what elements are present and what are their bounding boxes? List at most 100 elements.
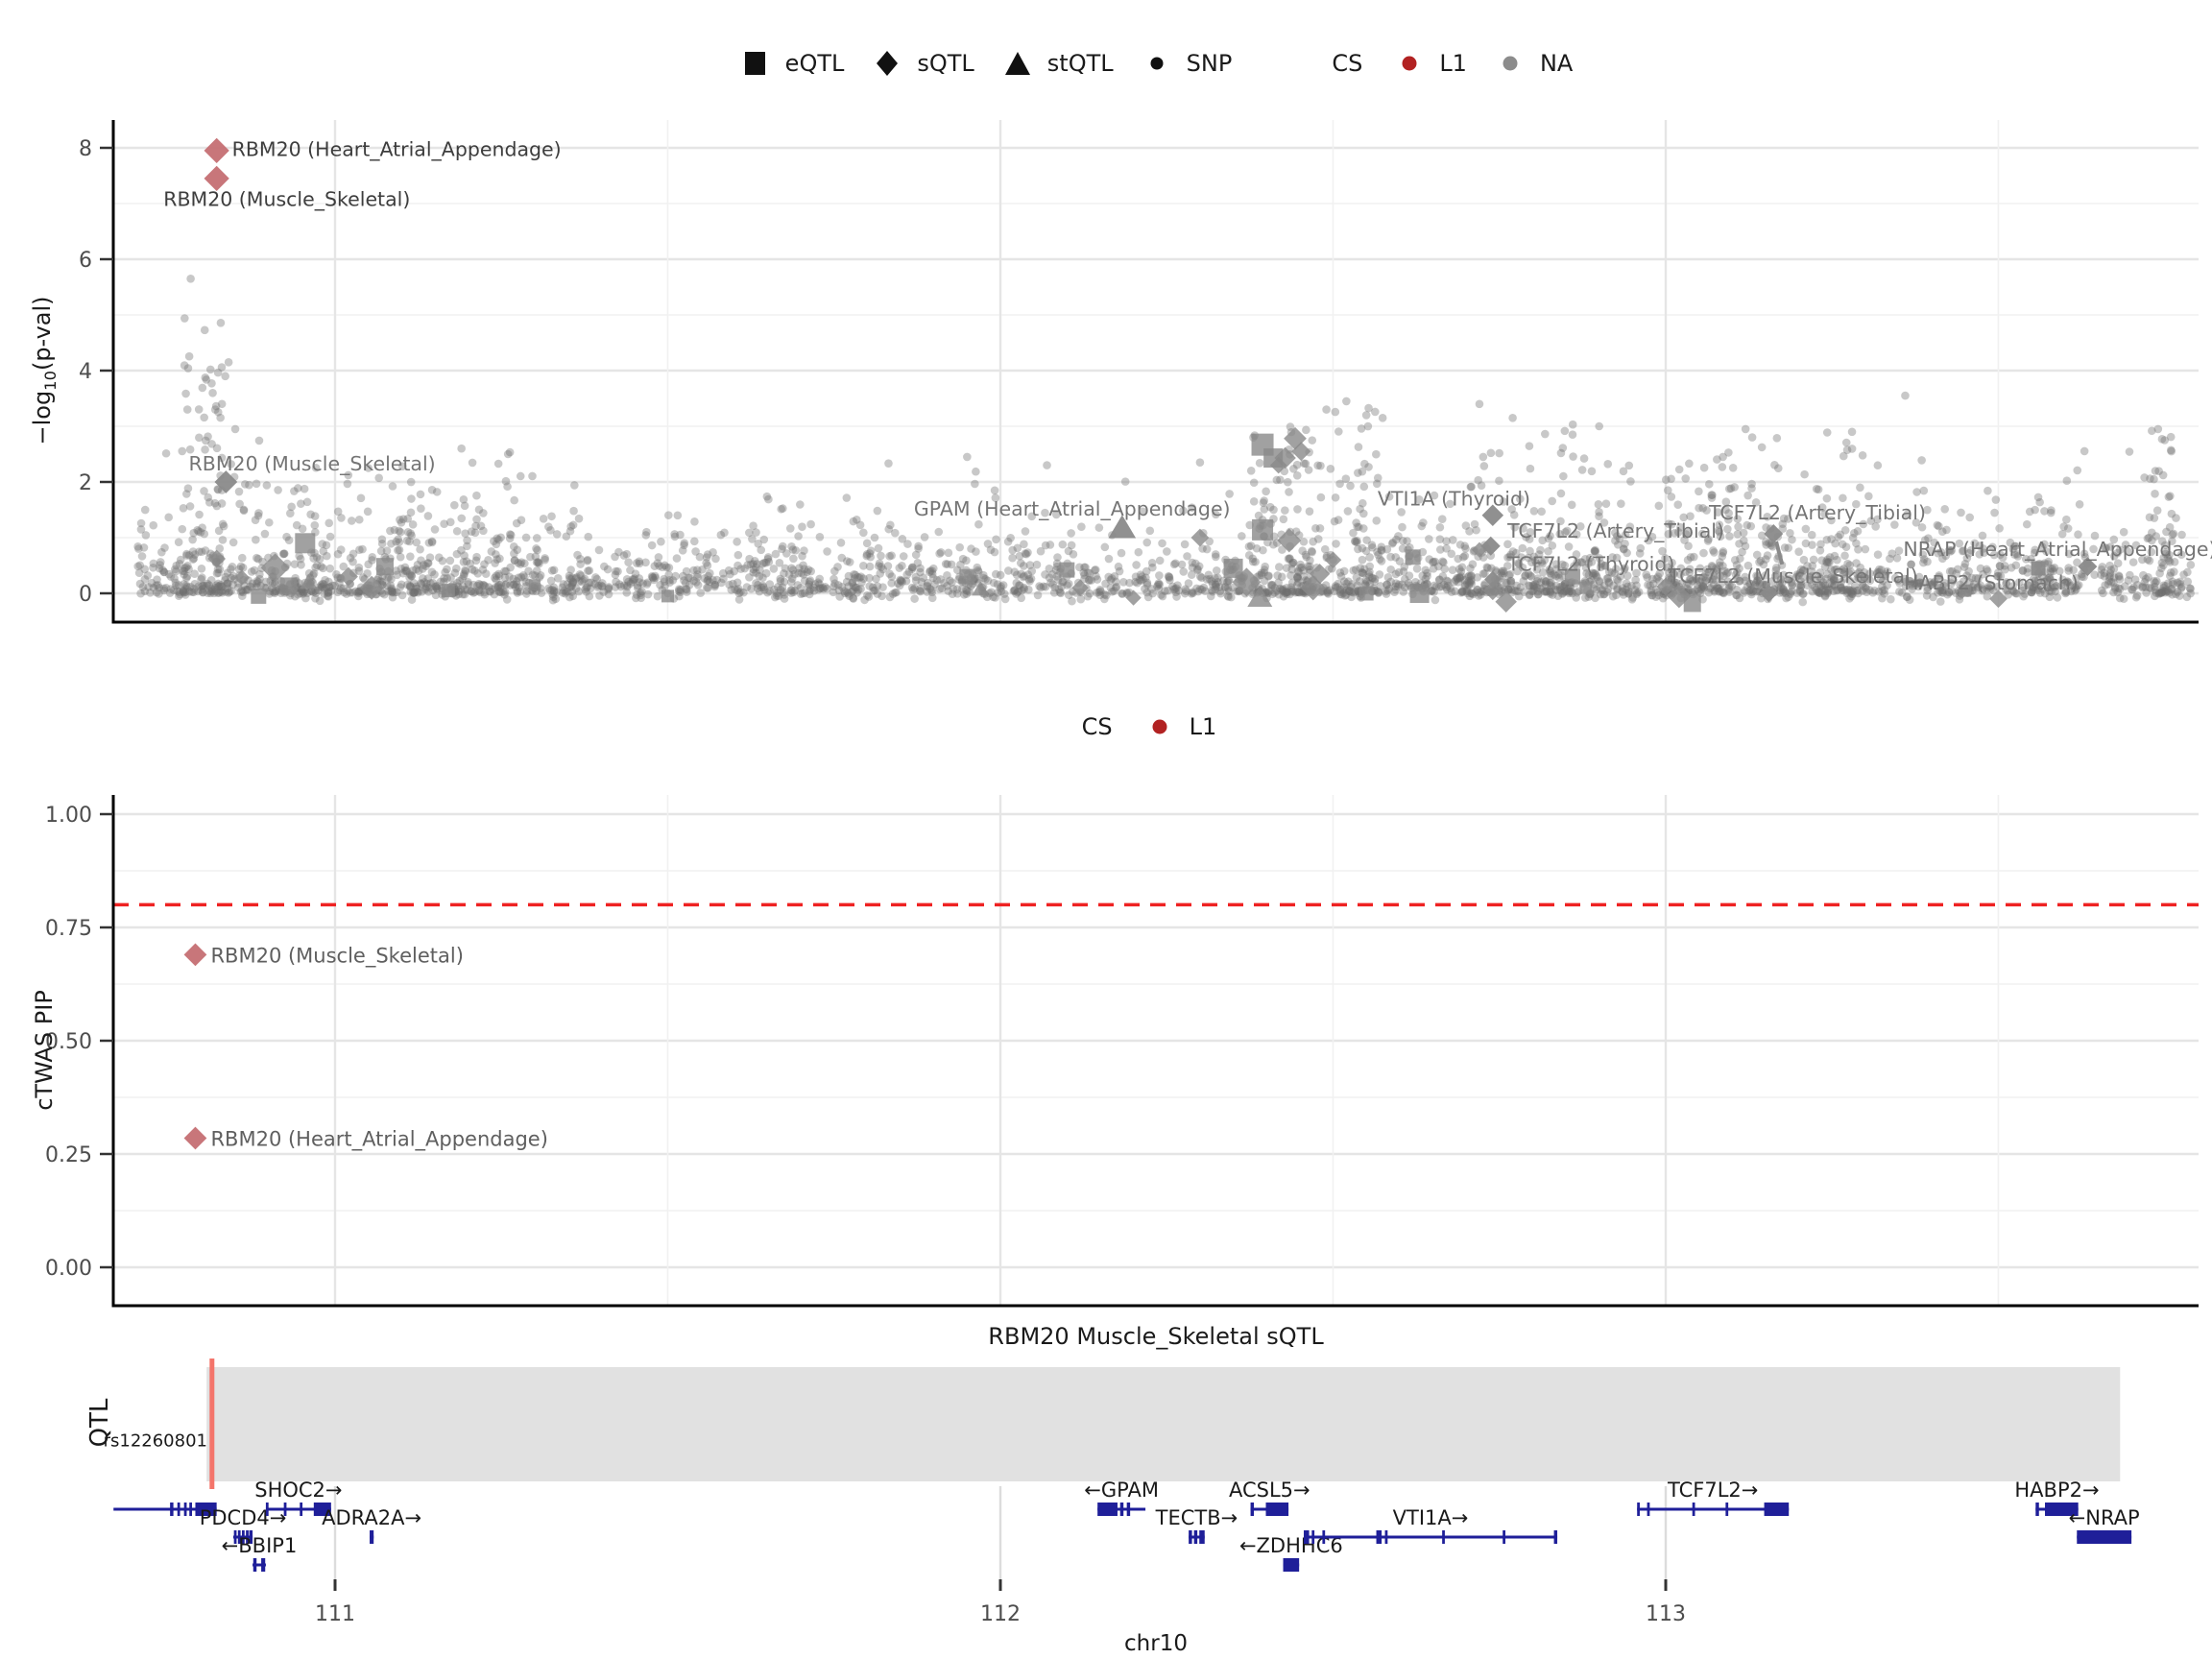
gene-model: TECTB→ (1155, 1506, 1238, 1544)
square-icon (739, 47, 772, 80)
track-xtick-label: 113 (1646, 1602, 1686, 1626)
dot-icon (1152, 719, 1167, 734)
pip-cs-legend: CS L1 (113, 703, 2199, 751)
x-axis-title: chr10 (1124, 1631, 1188, 1656)
legend-item-cs-l1: L1 (1393, 47, 1467, 80)
track-xtick-label: 112 (980, 1602, 1021, 1626)
legend-item-eqtl: eQTL (739, 47, 845, 80)
square-icon (744, 52, 765, 75)
legend-item-snp: SNP (1141, 47, 1233, 80)
dot-icon (1503, 56, 1518, 71)
pip-ytick-label: 0.75 (45, 917, 92, 941)
gene-label: ADRA2A→ (322, 1506, 421, 1529)
gene-label: TECTB→ (1155, 1506, 1238, 1529)
pval-ytick-label: 4 (79, 360, 92, 384)
triangle-icon (1004, 52, 1030, 75)
point-label: TCF7L2 (Thyroid) (1506, 552, 1674, 575)
gene-model: ADRA2A→ (322, 1506, 421, 1544)
triangle-icon (1001, 47, 1034, 80)
circle-icon (1141, 47, 1173, 80)
gene-model: HABP2→ (2014, 1479, 2100, 1516)
pip-axis-title: cTWAS PIP (31, 990, 58, 1111)
gene-model: VTI1A→ (1304, 1506, 1558, 1544)
gene-label: SHOC2→ (254, 1479, 342, 1502)
pip-ytick-label: 0.00 (45, 1257, 92, 1281)
pval-panel: RBM20 (Heart_Atrial_Appendage) RBM20 (Mus… (79, 120, 2212, 624)
pip-point-label: RBM20 (Heart_Atrial_Appendage) (210, 1127, 547, 1151)
gene-label: ←BBIP1 (222, 1534, 298, 1557)
gene-model: TCF7L2→ (1637, 1479, 1790, 1516)
gene-model: PDCD4→ (200, 1506, 286, 1544)
pip-ytick-label: 0.50 (45, 1030, 92, 1054)
point-label: TCF7L2 (Artery_Tibial) (1708, 501, 1926, 525)
lead-snp-line (209, 1358, 215, 1489)
pval-ytick-label: 2 (79, 471, 92, 495)
gene-model: ←ZDHHC6 (1239, 1534, 1343, 1572)
pval-axis-title: −log10(p-val) (29, 296, 60, 445)
cs-legend-title: CS (1332, 50, 1363, 77)
gene-model: ←GPAM (1084, 1479, 1159, 1516)
qtl-glyphs (207, 426, 2008, 613)
pval-axis-title-suffix: (p-val) (29, 296, 57, 372)
legend-item-label: NA (1539, 50, 1574, 77)
dot-icon (1143, 710, 1176, 743)
dot-icon (1402, 56, 1417, 71)
circle-icon (1150, 57, 1164, 70)
gene-label: TCF7L2→ (1667, 1479, 1758, 1502)
point-label: RBM20 (Muscle_Skeletal) (189, 452, 436, 476)
legend-item-label: SNP (1186, 50, 1233, 77)
legend-item-label: L1 (1439, 50, 1467, 77)
pval-axis-title-prefix: −log (29, 390, 57, 445)
gene-model: ←BBIP1 (222, 1534, 298, 1572)
dot-icon (1393, 47, 1426, 80)
legend-item-label: stQTL (1046, 50, 1114, 77)
legend-item-sqtl: sQTL (871, 47, 974, 80)
pip-panel: RBM20 (Muscle_Skeletal) RBM20 (Heart_Atri… (45, 795, 2199, 1308)
gene-model: SHOC2→ (254, 1479, 343, 1516)
point-label: RBM20 (Muscle_Skeletal) (163, 187, 410, 211)
gene-label: ←GPAM (1084, 1479, 1159, 1502)
pval-ytick-label: 0 (79, 583, 92, 607)
gene-model: ←NRAP (2069, 1506, 2140, 1544)
point-label: TCF7L2 (Muscle_Skeletal) (1668, 565, 1918, 589)
gene-label: HABP2→ (2014, 1479, 2099, 1502)
point-label: GPAM (Heart_Atrial_Appendage) (914, 497, 1231, 521)
pip-ytick-label: 0.25 (45, 1143, 92, 1167)
gene-model: ACSL5→ (1229, 1479, 1310, 1516)
pval-ytick-label: 8 (79, 137, 92, 161)
legend-item-stqtl: stQTL (1001, 47, 1114, 80)
point-label: NRAP (Heart_Atrial_Appendage) (1903, 538, 2212, 562)
snp-cloud (133, 275, 2196, 607)
qtl-region-rect (206, 1367, 2121, 1481)
qtl-type-legend: eQTL sQTL stQTL SNP CS L1 NA (113, 36, 2199, 90)
genome-track-panel: PDCD4→←BBIP1 SHOC2→ ADRA2A→ ←GPAM TECTB→ ACSL… (113, 1358, 2140, 1626)
legend-item-cs-l1: L1 (1143, 710, 1217, 743)
point-label: VTI1A (Thyroid) (1378, 487, 1530, 510)
pval-ytick-label: 6 (79, 249, 92, 273)
diamond-icon (877, 51, 899, 76)
gene-model (113, 1503, 217, 1516)
point-label: TCF7L2 (Artery_Tibial) (1506, 519, 1724, 543)
gene-label: ACSL5→ (1229, 1479, 1310, 1502)
lead-snp-label: rs12260801 (103, 1431, 207, 1452)
gene-label: VTI1A→ (1393, 1506, 1469, 1529)
legend-item-cs-na: NA (1494, 47, 1573, 80)
dot-icon (1494, 47, 1527, 80)
track-xtick-label: 111 (315, 1602, 355, 1626)
gene-label: ←NRAP (2069, 1506, 2140, 1529)
labeled-points: RBM20 (Heart_Atrial_Appendage) RBM20 (Mus… (163, 138, 2212, 603)
gene-models: PDCD4→←BBIP1 SHOC2→ ADRA2A→ ←GPAM TECTB→ ACSL… (113, 1479, 2140, 1572)
pip-point-label: RBM20 (Muscle_Skeletal) (210, 944, 463, 968)
cs-legend-title: CS (1081, 713, 1113, 740)
point-label: RBM20 (Heart_Atrial_Appendage) (232, 138, 562, 162)
track-title: RBM20 Muscle_Skeletal sQTL (988, 1323, 1324, 1350)
diamond-icon (871, 47, 903, 80)
legend-item-label: L1 (1189, 713, 1217, 740)
pip-ytick-label: 1.00 (45, 804, 92, 828)
legend-item-label: sQTL (917, 50, 974, 77)
point-label: HABP2 (Stomach) (1904, 571, 2079, 594)
pval-axis-title-sub: 10 (40, 371, 60, 391)
legend-item-label: eQTL (784, 50, 845, 77)
